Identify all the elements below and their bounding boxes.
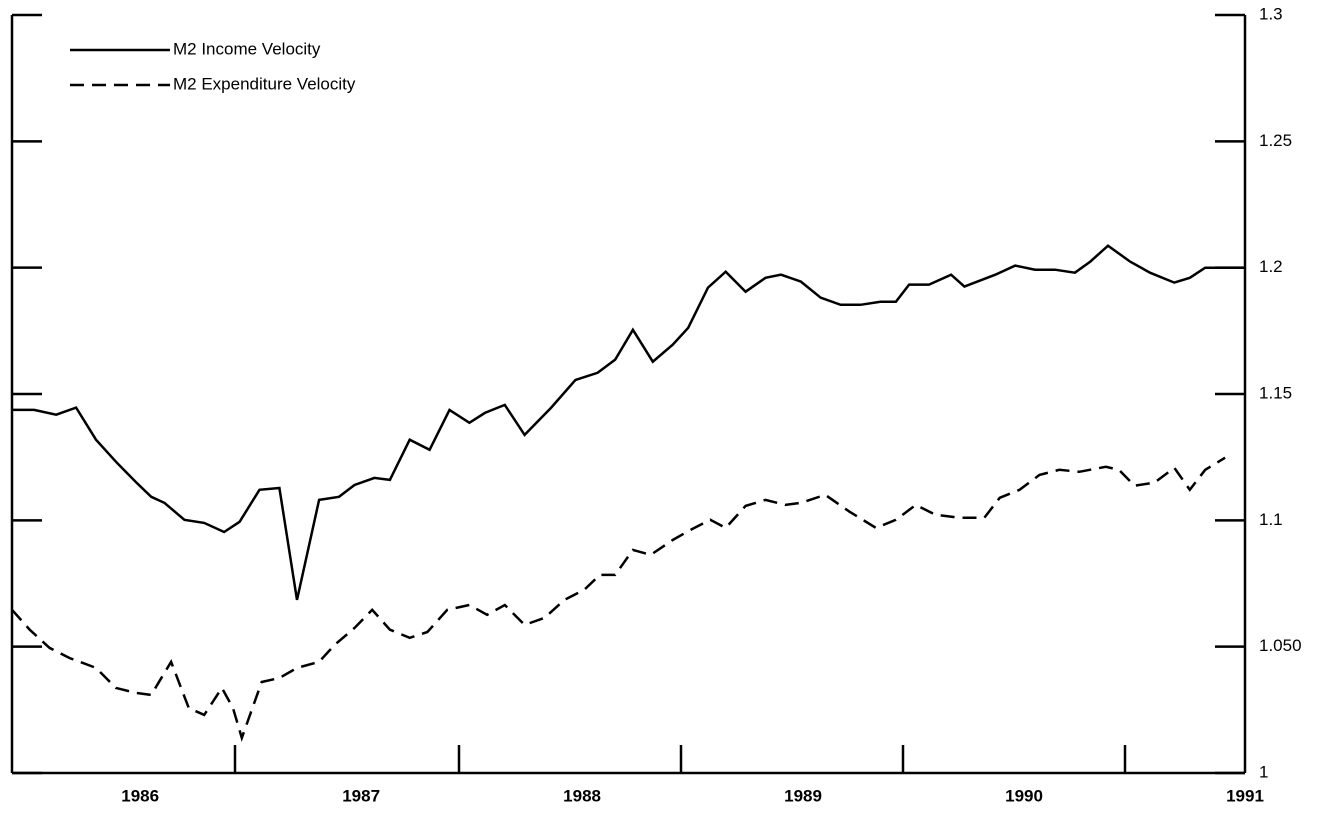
x-tick-label: 1991: [1226, 786, 1264, 805]
y-tick-label: 1.2: [1259, 257, 1283, 276]
y-tick-label: 1.25: [1259, 131, 1292, 150]
line: [12, 244, 1245, 601]
x-tick-label: 1986: [121, 786, 159, 805]
x-tick-label: 1990: [1005, 786, 1043, 805]
y-tick-label: 1.050: [1259, 636, 1302, 655]
x-tick-label: 1987: [342, 786, 380, 805]
line: [11, 456, 1226, 742]
legend-label: M2 Income Velocity: [173, 39, 321, 58]
legend-label: M2 Expenditure Velocity: [173, 74, 356, 93]
y-tick-label: 1: [1259, 762, 1268, 781]
y-tick-label: 1.3: [1259, 4, 1283, 23]
x-tick-label: 1989: [784, 786, 822, 805]
x-tick-label: 1988: [563, 786, 601, 805]
y-tick-label: 1.1: [1259, 510, 1283, 529]
y-tick-label: 1.15: [1259, 383, 1292, 402]
